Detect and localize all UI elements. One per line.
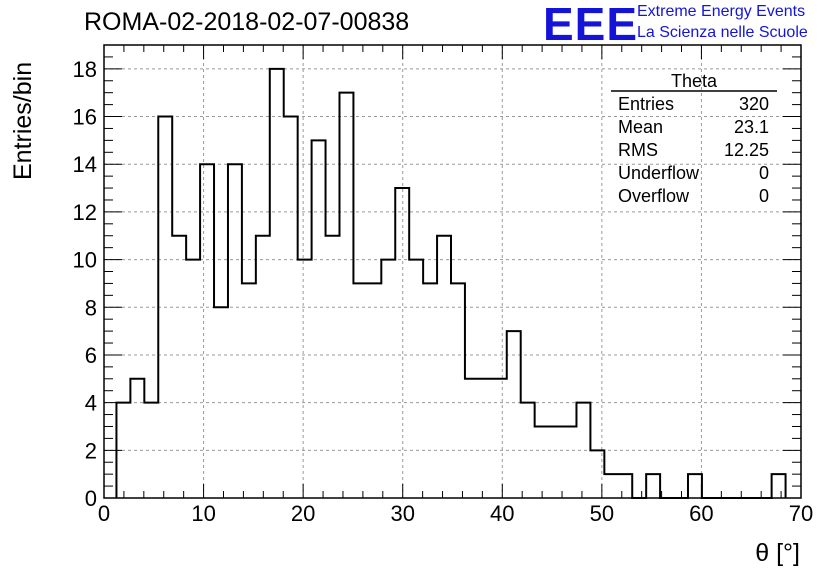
x-tick-label: 70 (789, 501, 813, 526)
histogram-bin (256, 236, 270, 498)
logo-subtitle-1: Extreme Energy Events (637, 3, 806, 20)
x-tick-label: 60 (689, 501, 713, 526)
stats-value: 0 (759, 186, 769, 206)
y-tick-label: 14 (73, 152, 97, 177)
logo-subtitle-2: La Scienza nelle Scuole (637, 24, 808, 41)
histogram-bin (242, 283, 256, 498)
y-tick-label: 4 (85, 391, 97, 416)
y-tick-label: 16 (73, 105, 97, 130)
y-tick-label: 10 (73, 248, 97, 273)
histogram-bin (451, 283, 465, 498)
histogram-bin (646, 474, 660, 498)
histogram-bin (563, 426, 577, 498)
y-tick-label: 8 (85, 295, 97, 320)
stats-value: 0 (759, 163, 769, 183)
histogram-outline (115, 67, 787, 499)
y-tick-label: 6 (85, 343, 97, 368)
stats-label: Entries (618, 94, 674, 114)
histogram-bin (507, 331, 521, 498)
x-tick-label: 0 (98, 501, 110, 526)
histogram-bin (688, 474, 702, 498)
stats-box-title: Theta (671, 71, 718, 91)
run-title: ROMA-02-2018-02-07-00838 (84, 8, 410, 36)
histogram-bin (326, 236, 340, 498)
histogram-bin (200, 164, 214, 498)
histogram-bin (270, 69, 284, 498)
stats-value: 12.25 (724, 140, 769, 160)
histogram-bin (367, 283, 381, 498)
histogram-bin (772, 474, 786, 498)
histogram-bin (604, 474, 618, 498)
histogram-bin (228, 164, 242, 498)
histogram-bin (618, 474, 632, 498)
histogram-bin (395, 188, 409, 498)
histogram-bin (479, 379, 493, 498)
histogram-bin (339, 93, 353, 498)
stats-value: 23.1 (734, 117, 769, 137)
histogram-bin (130, 379, 144, 498)
histogram-bin (381, 260, 395, 498)
histogram-bin (186, 260, 200, 498)
x-tick-label: 20 (291, 501, 315, 526)
x-tick-label: 40 (490, 501, 514, 526)
eee-logo: EEE (543, 0, 639, 50)
x-axis-label: θ [°] (755, 539, 800, 567)
histogram-bin (465, 379, 479, 498)
histogram-bin (549, 426, 563, 498)
histogram-bin (298, 260, 312, 498)
histogram-bin (353, 283, 367, 498)
stats-value: 320 (739, 94, 769, 114)
stats-label: Mean (618, 117, 663, 137)
histogram-bin (437, 236, 451, 498)
y-tick-label: 18 (73, 57, 97, 82)
y-axis-label: Entries/bin (9, 62, 37, 180)
stats-label: Overflow (618, 186, 690, 206)
x-tick-label: 50 (590, 501, 614, 526)
stats-label: Underflow (618, 163, 700, 183)
y-tick-label: 12 (73, 200, 97, 225)
y-tick-label: 2 (85, 438, 97, 463)
stats-label: RMS (618, 140, 658, 160)
histogram-bin (423, 283, 437, 498)
y-tick-label: 0 (85, 486, 97, 511)
histogram-bin (409, 260, 423, 498)
histogram-bin (172, 236, 186, 498)
plot-frame (103, 44, 802, 499)
histogram-bin (535, 426, 549, 498)
x-tick-label: 10 (191, 501, 215, 526)
histogram-bin (493, 379, 507, 498)
histogram-bin (312, 140, 326, 498)
x-tick-label: 30 (390, 501, 414, 526)
